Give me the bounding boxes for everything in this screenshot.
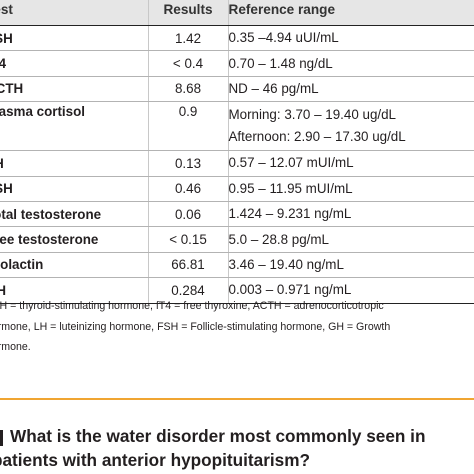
reference-range-line: 3.46 – 19.40 ng/mL — [228, 256, 344, 272]
test-result: 0.46 — [147, 176, 228, 202]
reference-range: 1.424 – 9.231 ng/mL — [227, 201, 474, 228]
test-result: < 0.4 — [147, 50, 228, 77]
test-name: Plasma cortisol — [0, 101, 148, 152]
reference-range-line: 0.70 – 1.48 ng/dL — [228, 55, 333, 71]
reference-range-line: 1.424 – 9.231 ng/mL — [228, 206, 352, 222]
test-name: Total testosterone — [0, 201, 148, 228]
test-name: Prolactin — [0, 252, 148, 279]
test-result: 8.68 — [147, 76, 228, 103]
reference-range-line: ND – 46 pg/mL — [228, 80, 319, 96]
test-result: 0.13 — [147, 150, 228, 177]
test-result: 66.81 — [147, 252, 228, 279]
table-row: LH 0.13 0.57 – 12.07 mUI/mL — [0, 150, 474, 177]
reference-range-line: Afternoon: 2.90 – 17.30 ug/dL — [228, 129, 406, 145]
header-reference-range: Reference range — [227, 0, 474, 26]
reference-range-line: 0.35 –4.94 uUI/mL — [228, 30, 339, 46]
footnote-line: hormone, LH = luteinizing hormone, FSH =… — [0, 320, 391, 333]
test-result: 0.06 — [147, 201, 228, 228]
reference-range-line: 0.003 – 0.971 ng/mL — [228, 282, 352, 298]
header-results: Results — [147, 0, 228, 26]
test-name: Free testosterone — [0, 226, 148, 253]
reference-range-line: 5.0 – 28.8 pg/mL — [228, 231, 330, 247]
test-result: 1.42 — [147, 25, 228, 52]
table-footnote: TSH = thyroid-stimulating hormone, fT4 =… — [0, 296, 474, 358]
table-row: ACTH 8.68 ND – 46 pg/mL — [0, 76, 474, 103]
reference-range: 5.0 – 28.8 pg/mL — [227, 226, 474, 253]
test-result: 0.9 — [147, 101, 228, 152]
header-test: Test — [0, 0, 148, 26]
table-body: FSH 1.42 0.35 –4.94 uUI/mL fT4 < 0.4 0.7… — [0, 25, 474, 304]
reference-range: 0.70 – 1.48 ng/dL — [227, 50, 474, 77]
reference-range: Morning: 3.70 – 19.40 ug/dL Afternoon: 2… — [227, 101, 474, 152]
test-result: < 0.15 — [147, 226, 228, 253]
question-marker — [0, 430, 3, 446]
table-row: Plasma cortisol 0.9 Morning: 3.70 – 19.4… — [0, 101, 474, 152]
footnote-line: hormone. — [0, 341, 31, 353]
table-row: Total testosterone 0.06 1.424 – 9.231 ng… — [0, 201, 474, 228]
table-row: Prolactin 66.81 3.46 – 19.40 ng/mL — [0, 252, 474, 279]
test-name: fT4 — [0, 50, 148, 77]
test-name: GH — [0, 277, 148, 304]
footnote-line: TSH = thyroid-stimulating hormone, fT4 =… — [0, 300, 384, 312]
question-line: What is the water disorder most commonly… — [10, 426, 426, 446]
test-name: FSH — [0, 176, 148, 202]
reference-range: 0.57 – 12.07 mUI/mL — [227, 150, 474, 177]
test-name: ACTH — [0, 76, 148, 103]
reference-range: 0.003 – 0.971 ng/mL — [227, 277, 474, 304]
reference-range: ND – 46 pg/mL — [227, 76, 474, 103]
table-row: fT4 < 0.4 0.70 – 1.48 ng/dL — [0, 50, 474, 77]
reference-range-line: Morning: 3.70 – 19.40 ug/dL — [228, 107, 397, 123]
test-name: FSH — [0, 25, 148, 52]
section-divider — [0, 398, 474, 400]
table-row: GH 0.284 0.003 – 0.971 ng/mL — [0, 277, 474, 304]
test-name: LH — [0, 150, 148, 177]
table-row: Free testosterone < 0.15 5.0 – 28.8 pg/m… — [0, 226, 474, 253]
table-row: FSH 1.42 0.35 –4.94 uUI/mL — [0, 25, 474, 52]
reference-range-line: 0.57 – 12.07 mUI/mL — [228, 155, 354, 171]
question-heading: What is the water disorder most commonly… — [0, 424, 474, 472]
table-row: FSH 0.46 0.95 – 11.95 mUI/mL — [0, 176, 474, 202]
reference-range: 3.46 – 19.40 ng/mL — [227, 252, 474, 279]
table-header: Test Results Reference range — [0, 0, 474, 26]
test-result: 0.284 — [147, 277, 228, 304]
question-line: patients with anterior hypopituitarism? — [0, 450, 310, 470]
reference-range: 0.95 – 11.95 mUI/mL — [227, 176, 474, 202]
reference-range: 0.35 –4.94 uUI/mL — [227, 25, 474, 52]
reference-range-line: 0.95 – 11.95 mUI/mL — [228, 180, 353, 196]
lab-results-table: Test Results Reference range FSH 1.42 0.… — [0, 0, 474, 304]
